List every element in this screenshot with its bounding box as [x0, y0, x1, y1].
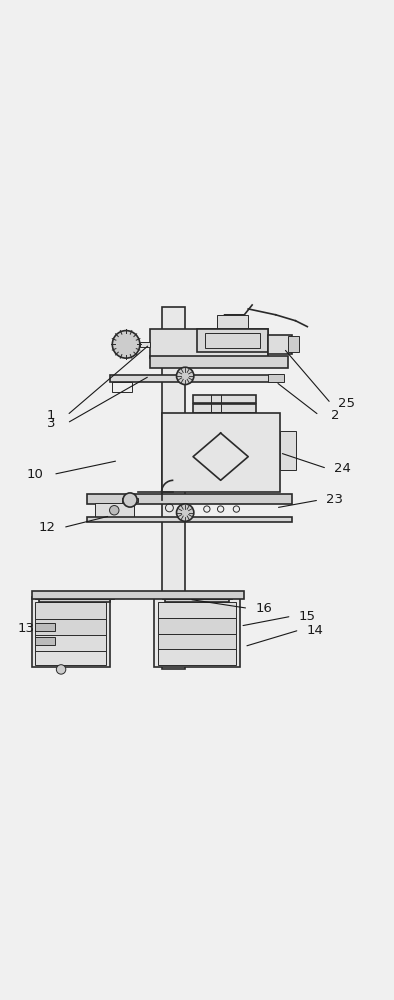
- Bar: [280, 431, 296, 470]
- Bar: [193, 395, 256, 403]
- Bar: [95, 503, 134, 518]
- Bar: [158, 618, 236, 634]
- Bar: [35, 637, 55, 645]
- Bar: [268, 335, 292, 354]
- Bar: [199, 412, 250, 415]
- Bar: [268, 374, 284, 382]
- Bar: [154, 597, 240, 667]
- Text: 10: 10: [27, 468, 44, 481]
- Bar: [140, 342, 150, 347]
- Bar: [162, 413, 280, 492]
- Text: 12: 12: [39, 521, 56, 534]
- Bar: [122, 498, 138, 502]
- Bar: [150, 329, 268, 358]
- Text: 24: 24: [335, 462, 351, 475]
- Bar: [35, 651, 106, 665]
- Bar: [35, 597, 114, 599]
- Bar: [35, 602, 106, 620]
- Circle shape: [112, 331, 140, 358]
- Circle shape: [56, 665, 66, 674]
- Text: 2: 2: [331, 409, 339, 422]
- Bar: [197, 329, 268, 352]
- Text: 3: 3: [47, 417, 56, 430]
- Bar: [205, 333, 260, 348]
- Bar: [39, 598, 110, 602]
- Bar: [158, 634, 236, 650]
- Bar: [150, 356, 288, 368]
- Bar: [32, 591, 244, 598]
- Text: 25: 25: [338, 397, 355, 410]
- Bar: [35, 635, 106, 652]
- Text: 13: 13: [17, 622, 34, 635]
- Bar: [158, 356, 260, 360]
- Text: 1: 1: [47, 409, 56, 422]
- Bar: [199, 403, 250, 406]
- Bar: [288, 336, 299, 352]
- Bar: [162, 307, 185, 669]
- Bar: [112, 382, 132, 392]
- Bar: [110, 375, 276, 382]
- Bar: [87, 494, 292, 504]
- Bar: [158, 602, 236, 618]
- Bar: [193, 404, 256, 413]
- Circle shape: [110, 506, 119, 515]
- Text: 16: 16: [256, 602, 272, 615]
- Bar: [35, 623, 55, 631]
- Bar: [162, 597, 232, 599]
- Circle shape: [177, 504, 194, 521]
- Bar: [32, 597, 110, 667]
- Text: 23: 23: [326, 493, 344, 506]
- Text: 14: 14: [307, 624, 323, 637]
- Bar: [217, 315, 248, 329]
- Circle shape: [177, 367, 194, 385]
- Bar: [35, 619, 106, 636]
- Circle shape: [123, 493, 137, 507]
- Bar: [165, 598, 229, 602]
- Text: 15: 15: [299, 610, 316, 623]
- Bar: [87, 517, 292, 522]
- Bar: [158, 649, 236, 665]
